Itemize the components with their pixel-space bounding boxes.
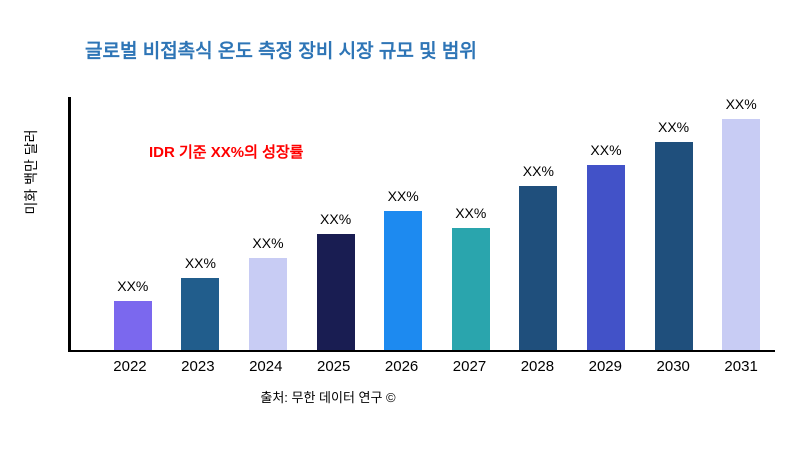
bar-2027 (451, 228, 490, 350)
bar-group-2026: XX% (369, 188, 437, 350)
x-tick-2027: 2027 (452, 358, 487, 375)
bar-2022 (113, 301, 152, 350)
bar-group-2029: XX% (572, 142, 640, 350)
bar-group-2023: XX% (167, 255, 235, 350)
bar-value-label-2022: XX% (117, 278, 149, 294)
bar-value-label-2026: XX% (387, 188, 419, 204)
bar-value-label-2031: XX% (725, 96, 757, 112)
bar-group-2024: XX% (234, 235, 302, 350)
x-tick-2029: 2029 (588, 358, 622, 375)
x-tick-2026: 2026 (384, 358, 419, 375)
bar-value-label-2027: XX% (455, 205, 487, 221)
bar-2030 (654, 142, 693, 350)
bar-2028 (519, 186, 558, 350)
bar-value-label-2028: XX% (522, 163, 554, 179)
bar-value-label-2025: XX% (320, 211, 352, 227)
bar-value-label-2030: XX% (657, 119, 690, 135)
bar-group-2031: XX% (707, 96, 775, 350)
growth-annotation: IDR 기준 XX%의 성장률 (149, 144, 304, 161)
chart-title: 글로벌 비접촉식 온도 측정 장비 시장 규모 및 범위 (85, 41, 477, 62)
bar-2023 (181, 278, 220, 350)
bar-value-label-2024: XX% (252, 235, 284, 251)
bar-group-2028: XX% (505, 163, 573, 350)
source-caption: 출처: 무한 데이터 연구 © (260, 390, 396, 405)
bar-group-2025: XX% (302, 211, 370, 350)
bar-group-2030: XX% (640, 119, 708, 350)
bar-2031 (722, 119, 761, 350)
x-axis-labels: 2022 2023 2024 2025 2026 2027 2028 2029 2030 2031 (68, 358, 775, 375)
plot-area: IDR 기준 XX%의 성장률 XX% XX% XX% XX% XX% XX% XX% XX%… (68, 96, 775, 352)
bar-group-2027: XX% (437, 205, 505, 350)
bar-value-label-2023: XX% (184, 255, 216, 271)
x-tick-2025: 2025 (316, 358, 351, 375)
x-tick-2024: 2024 (249, 358, 283, 375)
bar-value-label-2029: XX% (590, 142, 622, 158)
bar-2025 (316, 234, 355, 350)
bar-2024 (248, 258, 287, 350)
bar-2029 (586, 165, 625, 350)
bar-group-2022: XX% (99, 278, 167, 350)
x-tick-2023: 2023 (181, 358, 215, 375)
x-tick-2022: 2022 (113, 358, 147, 375)
bar-2026 (384, 211, 423, 350)
bars-container: XX% XX% XX% XX% XX% XX% XX% XX% XX% XX% (71, 96, 775, 350)
x-tick-2030: 2030 (656, 358, 690, 375)
x-tick-2028: 2028 (520, 358, 555, 375)
x-tick-2031: 2031 (724, 358, 758, 375)
y-axis-label: 미화 백만 달러 (23, 129, 39, 215)
